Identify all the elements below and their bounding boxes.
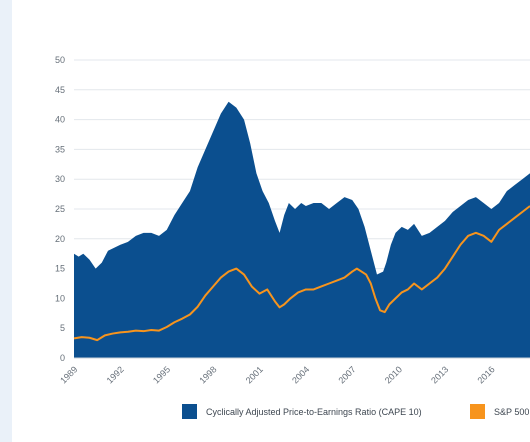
- y-axis-ticks: 0 5 10 15 20 25 30 35 40 45 50: [55, 55, 65, 363]
- legend-swatch-sp500: [470, 404, 485, 419]
- y-tick-label: 35: [55, 144, 65, 154]
- y-tick-label: 20: [55, 234, 65, 244]
- x-axis-ticks: 1989 1992 1995 1998 2001 2004 2007 2010 2013 2016: [58, 357, 530, 386]
- x-tick-label: 1995: [151, 364, 172, 385]
- legend-label-cape: Cyclically Adjusted Price-to-Earnings Ra…: [206, 407, 422, 417]
- x-tick-label: 2007: [336, 364, 357, 385]
- y-tick-label: 5: [60, 323, 65, 333]
- legend: Cyclically Adjusted Price-to-Earnings Ra…: [182, 404, 529, 419]
- y-tick-label: 50: [55, 55, 65, 65]
- legend-swatch-cape: [182, 404, 197, 419]
- y-tick-label: 10: [55, 293, 65, 303]
- x-tick-label: 1989: [58, 364, 79, 385]
- x-tick-label: 2016: [476, 364, 497, 385]
- sp500-line-series: [73, 205, 530, 342]
- x-tick-label: 2001: [244, 364, 265, 385]
- cape-area-series: [74, 101, 530, 358]
- series-layer: [73, 101, 530, 358]
- x-tick-label: 2010: [383, 364, 404, 385]
- y-tick-label: 0: [60, 353, 65, 363]
- y-tick-label: 25: [55, 204, 65, 214]
- x-tick-label: 1998: [197, 364, 218, 385]
- x-tick-label: 2013: [429, 364, 450, 385]
- y-tick-label: 15: [55, 264, 65, 274]
- page-left-strip: [0, 0, 12, 442]
- y-tick-label: 30: [55, 174, 65, 184]
- legend-label-sp500: S&P 500: [494, 407, 529, 417]
- x-tick-label: 2004: [290, 364, 311, 385]
- x-tick-label: 1992: [105, 364, 126, 385]
- y-tick-label: 45: [55, 85, 65, 95]
- y-tick-label: 40: [55, 115, 65, 125]
